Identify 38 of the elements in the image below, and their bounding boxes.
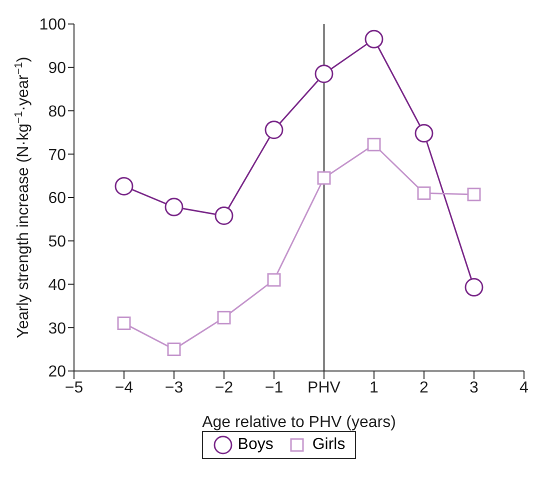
point xyxy=(167,342,181,356)
legend-label: Boys xyxy=(238,436,274,454)
x-tick-label: −2 xyxy=(214,379,234,396)
point xyxy=(467,188,481,202)
point xyxy=(117,316,131,330)
x-tick-label: −1 xyxy=(264,379,284,396)
point xyxy=(464,278,484,297)
x-tick-label: −5 xyxy=(64,379,84,396)
point xyxy=(417,186,431,200)
y-tick-label: 50 xyxy=(48,234,66,251)
x-tick-label: 3 xyxy=(470,379,479,396)
x-tick-label: −4 xyxy=(114,379,134,396)
point xyxy=(264,120,284,140)
point xyxy=(414,124,434,143)
y-tick-label: 90 xyxy=(48,60,66,78)
x-tick-label: 2 xyxy=(420,379,429,396)
point xyxy=(267,273,281,287)
point xyxy=(367,138,381,152)
point xyxy=(317,171,331,185)
x-tick-label: 4 xyxy=(520,379,529,396)
point xyxy=(217,310,231,324)
x-tick-label: −3 xyxy=(164,379,184,396)
x-tick-label: PHV xyxy=(308,379,341,396)
legend-label: Girls xyxy=(312,436,346,454)
point xyxy=(314,64,334,84)
point xyxy=(364,30,384,48)
y-tick-label: 60 xyxy=(48,190,66,208)
x-axis-title: Age relative to PHV (years) xyxy=(202,414,396,431)
y-tick-label: 70 xyxy=(48,146,66,164)
x-tick-label: 1 xyxy=(370,379,379,396)
point xyxy=(164,198,184,216)
y-tick-label: 80 xyxy=(48,103,66,120)
point xyxy=(214,206,234,225)
y-tick-label: 100 xyxy=(39,16,66,34)
y-tick-label: 20 xyxy=(48,364,66,381)
y-tick-label: 30 xyxy=(48,320,66,338)
point xyxy=(114,176,134,196)
y-tick-label: 40 xyxy=(48,276,66,294)
